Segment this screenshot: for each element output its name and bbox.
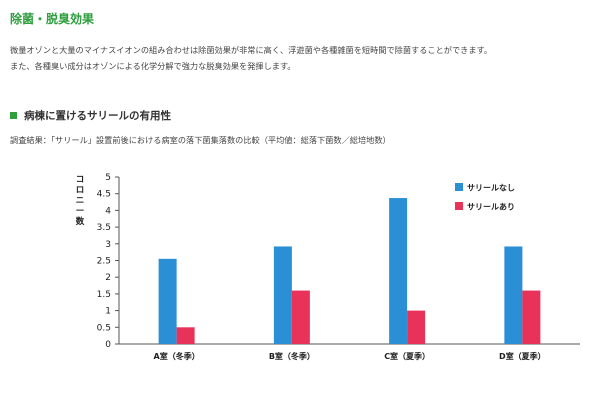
y-tick-label: 0.5 bbox=[97, 323, 111, 333]
legend-label-1: サリールあり bbox=[467, 203, 515, 212]
bar-with-sariru-0 bbox=[176, 327, 195, 344]
intro-paragraph-line-1: 微量オゾンと大量のマイナスイオンの組み合わせは除菌効果が非常に高く、浮遊菌や各種… bbox=[10, 45, 493, 55]
y-tick-label: 3.5 bbox=[97, 223, 111, 233]
y-tick-label: 1.5 bbox=[97, 290, 111, 300]
section-title: 除菌・脱臭効果 bbox=[10, 12, 95, 26]
x-category-label: D室（夏季） bbox=[499, 351, 546, 361]
square-bullet-icon bbox=[10, 112, 17, 119]
bar-without-sariru-0 bbox=[158, 258, 177, 344]
legend-swatch-0 bbox=[455, 183, 463, 191]
x-category-label: A室（冬季） bbox=[154, 351, 200, 361]
legend-swatch-1 bbox=[455, 202, 463, 210]
sub-heading: 病棟に置けるサリールの有用性 bbox=[10, 108, 171, 123]
x-category-label: B室（冬季） bbox=[269, 351, 315, 361]
bar-with-sariru-3 bbox=[522, 290, 541, 344]
legend-label-0: サリールなし bbox=[467, 184, 515, 193]
y-tick-label: 1 bbox=[105, 307, 111, 317]
bar-without-sariru-3 bbox=[504, 246, 523, 344]
intro-paragraph-line-2: また、各種臭い成分はオゾンによる化学分解で強力な脱臭効果を発揮します。 bbox=[10, 61, 296, 71]
bar-without-sariru-2 bbox=[389, 198, 408, 344]
bar-with-sariru-2 bbox=[407, 310, 426, 344]
y-tick-label: 4 bbox=[105, 206, 111, 216]
y-tick-label: 3 bbox=[105, 240, 111, 250]
chart-caption: 調査結果：「サリール」設置前後における病室の落下菌集落数の比較（平均値：総落下菌… bbox=[10, 135, 391, 145]
y-axis-label: コロニー数 bbox=[76, 175, 85, 227]
bar-with-sariru-1 bbox=[291, 290, 310, 344]
y-tick-label: 4.5 bbox=[97, 190, 111, 200]
y-tick-label: 2.5 bbox=[97, 257, 111, 267]
sub-heading-text: 病棟に置けるサリールの有用性 bbox=[24, 110, 171, 122]
y-tick-label: 2 bbox=[105, 273, 111, 283]
bar-without-sariru-1 bbox=[273, 246, 292, 344]
y-tick-label: 0 bbox=[105, 340, 111, 350]
x-category-label: C室（夏季） bbox=[384, 351, 430, 361]
y-tick-label: 5 bbox=[105, 173, 111, 183]
